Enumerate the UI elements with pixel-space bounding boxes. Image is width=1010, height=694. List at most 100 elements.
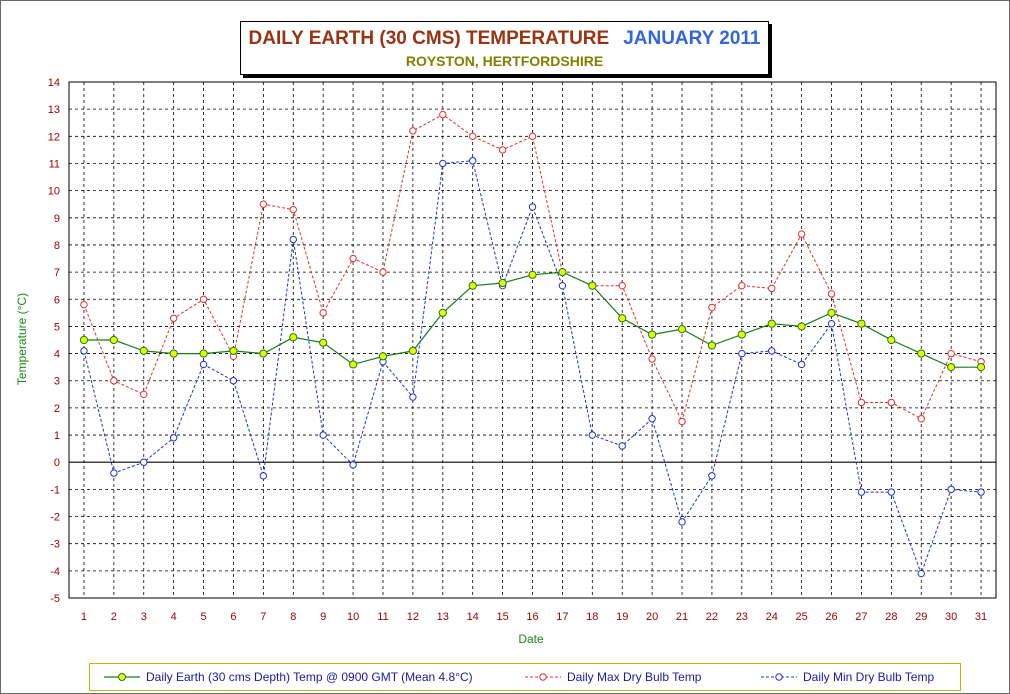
plot-border: [68, 81, 997, 599]
data-point-max: [319, 309, 327, 317]
y-tick-label: 2: [54, 403, 60, 415]
data-point-min: [528, 203, 537, 211]
data-point-max: [618, 281, 626, 290]
x-tick-label: 20: [646, 611, 658, 623]
data-point-earth: [767, 319, 776, 328]
x-tick-label: 30: [945, 611, 957, 623]
data-point-min: [917, 569, 925, 578]
chart-subtitle: ROYSTON, HERTFORDSHIRE: [405, 53, 604, 69]
data-point-earth: [169, 349, 178, 358]
x-axis-title: Date: [518, 632, 544, 646]
data-point-earth: [588, 281, 597, 290]
data-point-min: [140, 458, 148, 466]
data-point-earth: [558, 268, 567, 277]
y-tick-label: -5: [50, 593, 60, 605]
data-point-min: [349, 461, 357, 469]
data-point-earth: [887, 335, 896, 345]
x-tick-label: 8: [290, 611, 296, 623]
y-tick-label: 3: [54, 376, 60, 388]
data-point-min: [708, 472, 716, 480]
data-point-min: [80, 347, 88, 355]
data-point-min: [648, 415, 656, 423]
data-point-earth: [229, 346, 238, 355]
legend-label-min: Daily Min Dry Bulb Temp: [803, 670, 935, 684]
y-tick-label: 7: [54, 267, 60, 279]
data-point-min: [199, 360, 208, 369]
x-tick-label: 7: [260, 611, 266, 623]
x-tick-label: 10: [347, 611, 359, 623]
y-tick-label: 1: [54, 430, 60, 442]
x-tick-label: 12: [407, 611, 419, 623]
x-tick-label: 17: [556, 611, 568, 623]
data-point-min: [768, 347, 776, 355]
data-point-earth: [468, 281, 477, 290]
data-point-max: [768, 284, 776, 293]
data-point-max: [379, 268, 387, 276]
legend: Daily Earth (30 cms Depth) Temp @ 0900 G…: [89, 663, 961, 691]
data-point-earth: [976, 363, 986, 372]
x-tick-label: 28: [885, 611, 897, 623]
data-point-max: [289, 205, 297, 214]
y-tick-label: -1: [50, 484, 60, 496]
data-point-earth: [259, 349, 268, 358]
data-point-earth: [857, 319, 866, 328]
x-tick-label: 25: [796, 611, 808, 623]
y-tick-label: -3: [50, 539, 60, 551]
data-point-earth: [618, 314, 627, 323]
data-point-max: [439, 110, 447, 119]
data-point-min: [977, 488, 985, 496]
data-point-max: [947, 349, 955, 358]
data-point-earth: [528, 270, 537, 279]
data-point-max: [528, 132, 537, 141]
x-tick-label: 31: [975, 611, 987, 623]
data-point-min: [110, 469, 118, 477]
x-tick-label: 1: [81, 611, 87, 623]
data-point-earth: [648, 330, 657, 339]
y-tick-label: 4: [54, 349, 60, 361]
data-point-max: [349, 254, 357, 263]
data-point-earth: [707, 341, 717, 350]
data-point-max: [498, 146, 507, 154]
data-point-max: [140, 390, 148, 399]
data-point-max: [678, 417, 686, 426]
data-point-min: [319, 431, 327, 439]
data-point-min: [468, 157, 477, 165]
data-point-min: [229, 377, 238, 385]
y-tick-label: 0: [54, 457, 60, 469]
data-point-min: [947, 485, 955, 494]
y-tick-label: 6: [54, 294, 60, 306]
legend-label-earth: Daily Earth (30 cms Depth) Temp @ 0900 G…: [146, 670, 473, 684]
y-tick-label: -4: [50, 566, 60, 578]
y-tick-label: 5: [54, 321, 60, 333]
data-point-earth: [737, 330, 746, 339]
x-tick-label: 4: [171, 611, 177, 623]
legend-min-swatch: [761, 673, 797, 681]
y-axis-title: Temperature (°C): [15, 293, 29, 385]
data-point-max: [169, 314, 178, 322]
x-tick-label: 11: [377, 611, 388, 623]
y-tick-label: 9: [54, 213, 60, 225]
data-point-earth: [139, 346, 148, 355]
data-point-max: [468, 132, 477, 141]
data-point-max: [857, 398, 866, 407]
y-tick-label: 8: [54, 240, 60, 252]
x-tick-label: 18: [586, 611, 598, 623]
x-tick-label: 22: [706, 611, 718, 623]
legend-label-max: Daily Max Dry Bulb Temp: [567, 670, 702, 684]
data-point-earth: [498, 278, 507, 288]
chart-title-box: DAILY EARTH (30 CMS) TEMPERATURE JANUARY …: [240, 21, 769, 75]
data-point-min: [409, 393, 417, 401]
data-point-earth: [827, 308, 836, 317]
data-point-min: [827, 320, 836, 328]
data-point-earth: [677, 325, 687, 334]
y-tick-label: 12: [48, 131, 60, 143]
chart-title-period: JANUARY 2011: [623, 28, 761, 49]
data-point-min: [259, 472, 268, 480]
data-point-max: [110, 377, 118, 385]
x-tick-label: 19: [616, 611, 628, 623]
data-point-earth: [79, 335, 89, 345]
y-tick-label: 14: [48, 77, 60, 89]
data-point-earth: [797, 322, 806, 331]
data-point-min: [289, 235, 297, 244]
